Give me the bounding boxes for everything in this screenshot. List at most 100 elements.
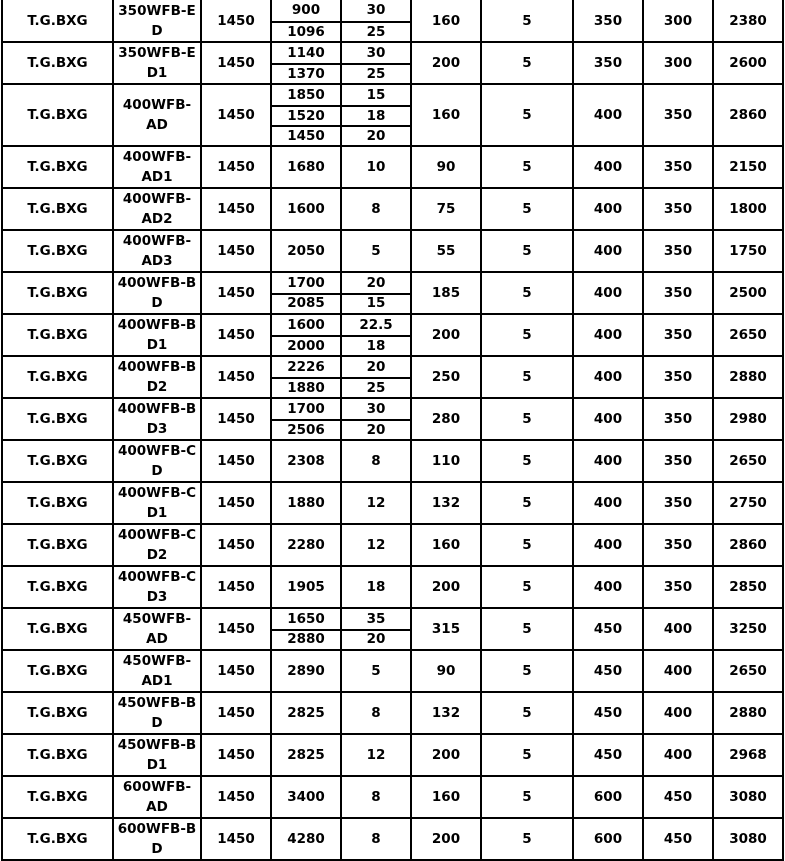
col10-cell: 2600 [712, 41, 784, 85]
speed-cell: 1450 [200, 313, 272, 357]
col9-cell: 400 [642, 691, 714, 735]
brand-cell: T.G.BXG [1, 523, 114, 567]
brand-cell: T.G.BXG [1, 229, 114, 273]
table-row: T.G.BXG 600WFB-B D 1450 4280 8 200 5 600 450 3080 [1, 817, 784, 861]
head-cell: 8 [340, 691, 412, 735]
head-cell: 8 [340, 439, 412, 483]
power-cell: 200 [410, 817, 482, 861]
col7-cell: 5 [480, 733, 574, 777]
col7-cell: 5 [480, 481, 574, 525]
col9-cell: 400 [642, 607, 714, 651]
col7-cell: 5 [480, 145, 574, 189]
model-line: D2 [146, 547, 168, 563]
head-cell: 12 [340, 481, 412, 525]
model-line: D [151, 463, 163, 479]
power-cell: 90 [410, 145, 482, 189]
head-cell: 8 [340, 775, 412, 819]
model-cell: 450WFB- AD1 [112, 649, 202, 693]
col7-cell: 5 [480, 271, 574, 315]
col8-cell: 400 [572, 565, 644, 609]
brand-cell: T.G.BXG [1, 481, 114, 525]
power-cell: 160 [410, 523, 482, 567]
brand-cell: T.G.BXG [1, 775, 114, 819]
model-line: 400WFB-C [117, 443, 197, 459]
brand-cell: T.G.BXG [1, 355, 114, 399]
table-row: T.G.BXG 400WFB-B D3 1450 1700 2506 30 20 280 5 400… [1, 397, 784, 441]
model-cell: 400WFB-C D1 [112, 481, 202, 525]
model-cell: 600WFB- AD [112, 775, 202, 819]
model-line: AD [146, 117, 168, 133]
col8-cell: 450 [572, 691, 644, 735]
col8-cell: 450 [572, 733, 644, 777]
head-value: 20 [342, 419, 410, 439]
model-line: D [151, 841, 163, 857]
col9-cell: 350 [642, 565, 714, 609]
model-cell: 600WFB-B D [112, 817, 202, 861]
col9-cell: 350 [642, 481, 714, 525]
col9-cell: 350 [642, 523, 714, 567]
col8-cell: 600 [572, 775, 644, 819]
flow-cell: 1140 1370 [270, 41, 342, 85]
brand-cell: T.G.BXG [1, 41, 114, 85]
flow-value: 1520 [272, 105, 340, 125]
head-value: 20 [342, 125, 410, 145]
power-cell: 132 [410, 481, 482, 525]
power-cell: 200 [410, 41, 482, 85]
power-cell: 160 [410, 83, 482, 147]
flow-cell: 1700 2085 [270, 271, 342, 315]
col7-cell: 5 [480, 355, 574, 399]
head-cell: 12 [340, 523, 412, 567]
head-cell: 8 [340, 817, 412, 861]
col10-cell: 1750 [712, 229, 784, 273]
col10-cell: 2880 [712, 355, 784, 399]
col7-cell: 5 [480, 41, 574, 85]
model-cell: 350WFB-E D1 [112, 41, 202, 85]
model-line: 400WFB- [122, 97, 192, 113]
col8-cell: 400 [572, 481, 644, 525]
table-row: T.G.BXG 400WFB-B D 1450 1700 2085 20 15 185 5 400 3… [1, 271, 784, 315]
model-line: 450WFB- [122, 611, 192, 627]
col9-cell: 450 [642, 817, 714, 861]
col7-cell: 5 [480, 439, 574, 483]
flow-cell: 1680 [270, 145, 342, 189]
head-value: 20 [366, 359, 386, 375]
model-line: AD2 [141, 211, 173, 227]
col9-cell: 350 [642, 439, 714, 483]
col9-cell: 350 [642, 313, 714, 357]
table-row: T.G.BXG 600WFB- AD 1450 3400 8 160 5 600 450 3080 [1, 775, 784, 819]
flow-cell: 2890 [270, 649, 342, 693]
speed-cell: 1450 [200, 355, 272, 399]
model-cell: 400WFB-C D [112, 439, 202, 483]
head-value: 30 [366, 401, 386, 417]
model-cell: 400WFB- AD3 [112, 229, 202, 273]
col9-cell: 400 [642, 649, 714, 693]
flow-cell: 2825 [270, 733, 342, 777]
model-line: 400WFB-B [117, 359, 197, 375]
head-value: 25 [342, 63, 410, 83]
brand-cell: T.G.BXG [1, 607, 114, 651]
flow-value: 2226 [287, 359, 325, 375]
col7-cell: 5 [480, 565, 574, 609]
model-cell: 400WFB-B D1 [112, 313, 202, 357]
brand-cell: T.G.BXG [1, 187, 114, 231]
power-cell: 160 [410, 0, 482, 43]
flow-cell: 1850 1520 1450 [270, 83, 342, 147]
flow-cell: 1600 [270, 187, 342, 231]
speed-cell: 1450 [200, 439, 272, 483]
brand-cell: T.G.BXG [1, 271, 114, 315]
speed-cell: 1450 [200, 565, 272, 609]
flow-value: 900 [291, 2, 321, 19]
speed-cell: 1450 [200, 691, 272, 735]
model-cell: 350WFB-E D [112, 0, 202, 43]
speed-cell: 1450 [200, 0, 272, 43]
model-line: 400WFB-C [117, 527, 197, 543]
col8-cell: 450 [572, 607, 644, 651]
model-line: 400WFB-C [117, 485, 197, 501]
brand-cell: T.G.BXG [1, 733, 114, 777]
flow-value: 2880 [272, 628, 340, 649]
flow-value: 1096 [272, 20, 340, 42]
col10-cell: 2650 [712, 649, 784, 693]
table-row: T.G.BXG 400WFB-C D3 1450 1905 18 200 5 400 350 285… [1, 565, 784, 609]
col7-cell: 5 [480, 187, 574, 231]
model-cell: 450WFB- AD [112, 607, 202, 651]
